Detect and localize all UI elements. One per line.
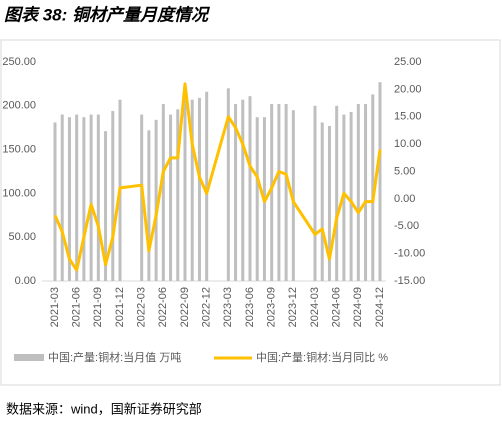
bar	[234, 104, 238, 281]
bar	[154, 119, 158, 281]
bar	[313, 105, 317, 281]
bar	[335, 105, 339, 281]
bar	[320, 122, 324, 281]
chart-title: 图表 38: 铜材产量月度情况	[4, 5, 211, 24]
bar	[96, 114, 100, 281]
bar	[190, 99, 194, 281]
bar	[82, 117, 86, 281]
bar	[75, 114, 79, 281]
legend-swatch	[14, 354, 44, 361]
x-tick-label: 2024-06	[331, 287, 343, 327]
x-tick-label: 2021-12	[114, 287, 126, 327]
y-tick-label: 200.00	[2, 100, 36, 112]
bar	[104, 131, 108, 281]
x-tick-label: 2023-06	[244, 287, 256, 327]
bar	[291, 110, 295, 282]
bar	[327, 125, 331, 281]
bar	[183, 86, 187, 281]
bar	[197, 97, 201, 281]
y-tick-label: 50.00	[8, 231, 36, 243]
bar	[248, 96, 252, 281]
bar	[270, 104, 274, 281]
legend-label: 中国:产量:铜材:当月值 万吨	[48, 350, 181, 364]
source: 数据来源：wind，国新证券研究部	[6, 401, 202, 416]
bar	[378, 82, 382, 281]
bar	[89, 114, 93, 281]
x-tick-label: 2022-09	[179, 287, 191, 327]
y2-tick-label: 20.00	[394, 83, 422, 95]
x-tick-label: 2024-03	[309, 287, 321, 327]
legend-label: 中国:产量:铜材:当月同比 %	[256, 350, 388, 364]
bar	[241, 99, 245, 281]
x-tick-label: 2021-09	[92, 287, 104, 327]
bar	[226, 88, 230, 281]
y2-tick-label: 15.00	[394, 111, 422, 123]
bar	[277, 104, 281, 281]
x-tick-label: 2023-03	[222, 287, 234, 327]
bar	[176, 109, 180, 281]
bar	[284, 104, 288, 281]
bar	[111, 111, 115, 281]
x-tick-label: 2023-12	[287, 287, 299, 327]
bar	[255, 117, 259, 281]
bar	[147, 130, 151, 281]
y-tick-label: 250.00	[2, 56, 36, 68]
y2-tick-label: 10.00	[394, 138, 422, 150]
y2-tick-label: 25.00	[394, 56, 422, 68]
bar	[356, 104, 360, 281]
y2-tick-label: -10.00	[394, 248, 425, 260]
bar	[53, 122, 57, 281]
x-tick-label: 2024-09	[352, 287, 364, 327]
chart-frame	[0, 39, 501, 386]
x-tick-label: 2022-12	[201, 287, 213, 327]
bar	[60, 114, 64, 281]
x-tick-label: 2022-03	[136, 287, 148, 327]
bar	[349, 111, 353, 281]
x-tick-label: 2021-06	[71, 287, 83, 327]
bar	[371, 94, 375, 281]
y2-tick-label: -5.00	[394, 220, 419, 232]
x-tick-label: 2024-12	[374, 287, 386, 327]
y2-tick-label: -15.00	[394, 275, 425, 287]
x-tick-label: 2022-06	[157, 287, 169, 327]
y2-tick-label: 5.00	[394, 165, 415, 177]
y-tick-label: 150.00	[2, 144, 36, 156]
bar	[364, 104, 368, 281]
y2-tick-label: 0.00	[394, 193, 415, 205]
y-tick-label: 0.00	[15, 275, 36, 287]
x-tick-label: 2021-03	[49, 287, 61, 327]
line	[53, 82, 382, 272]
bar	[161, 104, 165, 281]
y-tick-label: 100.00	[2, 187, 36, 199]
bar	[67, 117, 71, 281]
x-tick-label: 2023-09	[266, 287, 278, 327]
bar	[205, 91, 209, 281]
bar	[169, 114, 173, 281]
